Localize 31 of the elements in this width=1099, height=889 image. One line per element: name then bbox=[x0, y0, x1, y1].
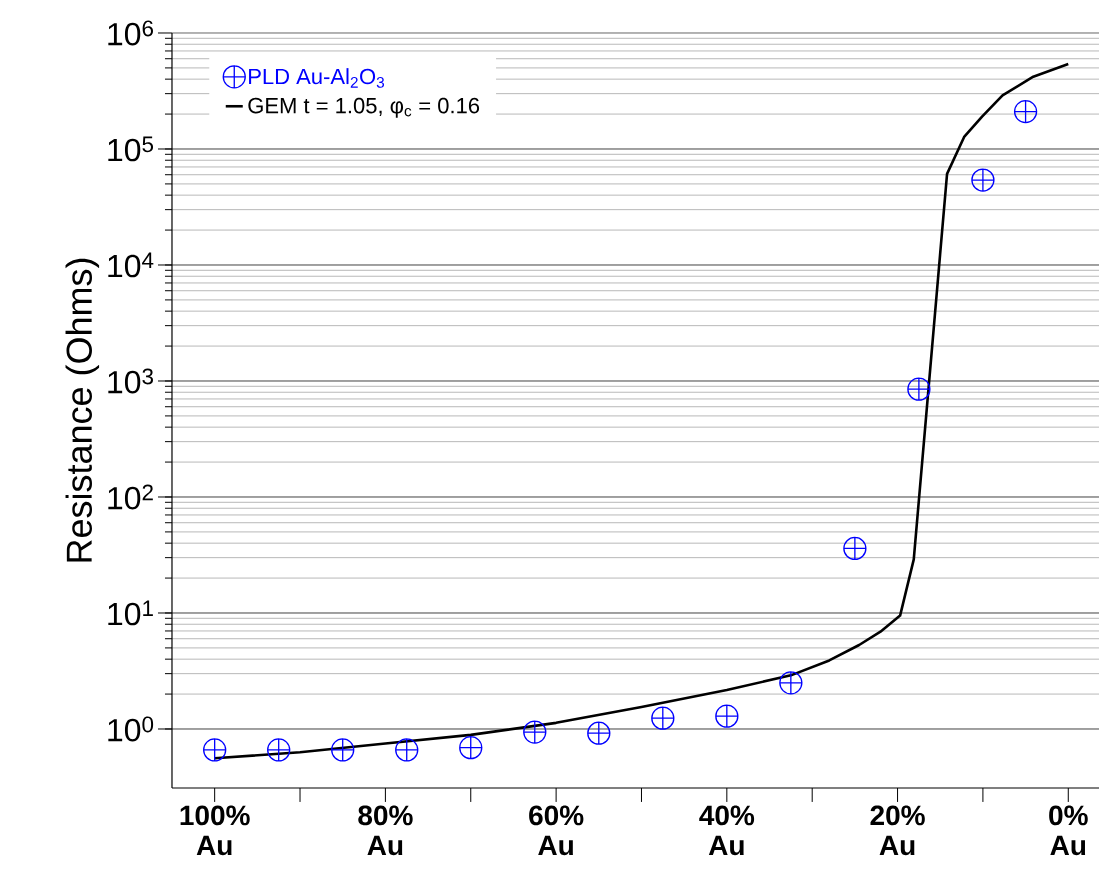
point bbox=[395, 738, 419, 762]
point bbox=[203, 738, 227, 762]
y-tick-label: 10$^{0}$ bbox=[108, 716, 154, 742]
line-series bbox=[213, 62, 1070, 760]
x-tick-label: 0% Au bbox=[1049, 805, 1088, 856]
point bbox=[267, 738, 291, 762]
point bbox=[523, 720, 547, 744]
x-tick-label: 60% Au bbox=[529, 805, 584, 856]
point bbox=[651, 706, 675, 730]
point bbox=[843, 536, 867, 561]
y-tick-label: 10$^{4}$ bbox=[108, 252, 154, 278]
point bbox=[331, 738, 355, 762]
point bbox=[907, 377, 931, 401]
point bbox=[587, 721, 611, 745]
x-tick-label: 20% Au bbox=[870, 805, 925, 856]
y-tick-label: 10$^{6}$ bbox=[108, 20, 153, 46]
point bbox=[459, 736, 483, 760]
x-tick-label: 100% Au bbox=[180, 805, 250, 856]
x-tick-label: 80% Au bbox=[358, 805, 413, 856]
x-tick-label: 40% Au bbox=[699, 805, 755, 856]
point bbox=[971, 168, 995, 192]
y-axis-title: Resistance (Ohms) bbox=[65, 258, 100, 562]
point bbox=[1013, 99, 1038, 124]
point bbox=[715, 704, 739, 728]
point bbox=[779, 671, 803, 695]
y-tick-label: 10$^{1}$ bbox=[108, 600, 153, 626]
legend-label: PLD Au-Al$_{2}$O$_{3}$ bbox=[249, 68, 385, 88]
y-tick-label: 10$^{2}$ bbox=[108, 484, 153, 510]
y-tick-label: 10$^{5}$ bbox=[108, 136, 154, 162]
legend-label: GEM t = 1.05, φ$_{c}$ = 0.16 bbox=[248, 97, 480, 118]
y-tick-label: 10$^{3}$ bbox=[108, 368, 153, 394]
